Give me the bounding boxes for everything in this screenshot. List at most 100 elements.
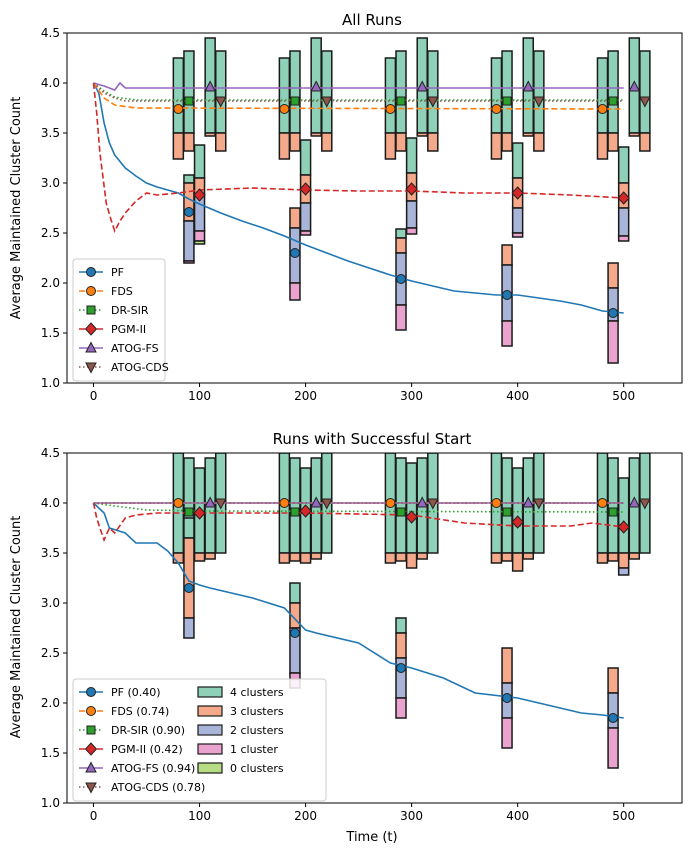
y-tick-label: 3.0 xyxy=(41,596,60,610)
legend-label: ATOG-FS xyxy=(111,342,159,355)
marker-pgm-ii xyxy=(511,515,524,529)
marker-atog-cds xyxy=(639,498,651,510)
marker-pf xyxy=(608,713,619,723)
cluster-bar-pf-4-clusters xyxy=(395,617,407,634)
cluster-bar-pf-3-clusters xyxy=(183,537,195,619)
cluster-bar-dr-sir-3-clusters xyxy=(607,132,619,152)
y-tick-label: 4.5 xyxy=(41,26,60,40)
series-line-fds xyxy=(92,82,624,110)
marker-atog-cds xyxy=(214,96,227,108)
cluster-bar-fds-3-clusters xyxy=(278,552,291,564)
cluster-bar-atog-cds-4-clusters xyxy=(427,50,439,134)
cluster-bar-fds-4-clusters xyxy=(278,57,291,134)
y-tick-label: 3.0 xyxy=(41,176,60,190)
legend-marker xyxy=(85,782,97,794)
legend-cluster-swatch xyxy=(197,743,223,755)
cluster-bar-pf-1-clusters xyxy=(183,260,195,264)
cluster-bar-pgm-ii-4-clusters xyxy=(511,142,524,179)
x-tick-label: 400 xyxy=(506,809,529,823)
cluster-bar-pf-1-clusters xyxy=(395,304,407,331)
cluster-bar-pgm-ii-2-clusters xyxy=(405,200,418,229)
cluster-bar-dr-sir-4-clusters xyxy=(607,457,619,554)
marker-atog-fs xyxy=(628,496,641,508)
cluster-bar-fds-3-clusters xyxy=(278,132,291,160)
cluster-bar-fds-3-clusters xyxy=(384,552,397,564)
cluster-bar-pf-3-clusters xyxy=(395,237,407,254)
cluster-bar-pf-1-clusters xyxy=(607,320,619,364)
marker-atog-fs xyxy=(522,80,535,92)
marker-atog-fs xyxy=(204,80,216,92)
marker-dr-sir xyxy=(290,507,300,517)
cluster-bar-pgm-ii-2-clusters xyxy=(299,202,312,232)
marker-dr-sir xyxy=(608,96,618,106)
cluster-bar-pf-1-clusters xyxy=(395,697,407,719)
cluster-bar-fds-4-clusters xyxy=(172,57,185,134)
chart-title: Runs with Successful Start xyxy=(273,430,472,448)
y-tick-label: 3.5 xyxy=(41,546,60,560)
marker-fds xyxy=(279,104,290,114)
cluster-bar-dr-sir-3-clusters xyxy=(289,132,301,152)
marker-pgm-ii xyxy=(193,506,206,520)
cluster-bar-atog-fs-3-clusters xyxy=(204,552,216,560)
x-tick-label: 100 xyxy=(188,809,211,823)
x-tick-label: 500 xyxy=(612,389,635,403)
cluster-bar-atog-fs-3-clusters xyxy=(522,132,534,137)
marker-dr-sir xyxy=(184,507,194,517)
cluster-bar-atog-fs-3-clusters xyxy=(416,552,428,560)
y-tick-label: 4.0 xyxy=(41,76,60,90)
marker-atog-cds xyxy=(214,498,227,510)
marker-pf xyxy=(289,628,300,638)
plot-area xyxy=(92,37,651,364)
marker-dr-sir xyxy=(608,507,618,517)
marker-pgm-ii xyxy=(617,191,630,205)
cluster-bar-atog-fs-3-clusters xyxy=(628,552,641,560)
legend: PF FDS DR-SIR PGM-II ATOG-FS ATOG-CDS xyxy=(72,258,169,382)
marker-atog-fs xyxy=(204,496,216,508)
marker-pgm-ii xyxy=(405,510,418,524)
marker-pf xyxy=(502,693,513,703)
cluster-bar-pf-3-clusters xyxy=(607,262,619,289)
marker-dr-sir xyxy=(290,96,300,106)
series-line-pgm-ii xyxy=(92,82,624,234)
cluster-bar-pgm-ii-1-clusters xyxy=(617,235,630,242)
marker-fds xyxy=(385,104,396,114)
y-tick-label: 2.5 xyxy=(41,226,60,240)
cluster-bar-fds-4-clusters xyxy=(596,57,609,134)
x-tick-label: 0 xyxy=(90,389,98,403)
cluster-bar-atog-fs-3-clusters xyxy=(628,132,641,137)
cluster-bar-atog-cds-3-clusters xyxy=(427,132,439,152)
cluster-bar-dr-sir-4-clusters xyxy=(501,457,513,554)
cluster-bar-pf-3-clusters xyxy=(289,207,301,229)
y-axis-label: Average Maintained Cluster Count xyxy=(9,516,24,739)
marker-fds xyxy=(385,498,396,508)
legend-marker xyxy=(85,761,97,773)
cluster-bar-atog-cds-3-clusters xyxy=(321,132,333,152)
legend-marker xyxy=(86,305,96,315)
x-tick-label: 0 xyxy=(90,809,98,823)
cluster-bar-fds-3-clusters xyxy=(596,132,609,160)
marker-atog-fs xyxy=(310,496,323,508)
legend-label: PF (0.40) xyxy=(111,686,161,699)
plot-area xyxy=(92,453,651,769)
legend-label: ATOG-CDS (0.78) xyxy=(111,781,205,794)
legend-box xyxy=(72,258,166,382)
legend-label: PF xyxy=(111,266,124,279)
cluster-bar-pf-4-clusters xyxy=(395,228,407,239)
cluster-bar-pf-1-clusters xyxy=(607,727,619,769)
cluster-bar-fds-3-clusters xyxy=(490,132,503,160)
cluster-bar-fds-3-clusters xyxy=(490,552,503,564)
legend-label: PGM-II (0.42) xyxy=(111,743,183,756)
marker-pf xyxy=(396,274,407,284)
marker-atog-fs xyxy=(628,80,641,92)
series-line-pgm-ii xyxy=(92,502,624,543)
marker-fds xyxy=(173,498,184,508)
cluster-bar-pf-4-clusters xyxy=(289,582,301,604)
cluster-bar-dr-sir-3-clusters xyxy=(395,552,407,562)
cluster-bar-fds-4-clusters xyxy=(384,57,397,134)
cluster-bar-dr-sir-3-clusters xyxy=(289,552,301,562)
cluster-bar-pf-1-clusters xyxy=(289,282,301,301)
marker-fds xyxy=(491,104,502,114)
marker-pf xyxy=(289,248,300,258)
marker-atog-cds xyxy=(320,498,333,510)
